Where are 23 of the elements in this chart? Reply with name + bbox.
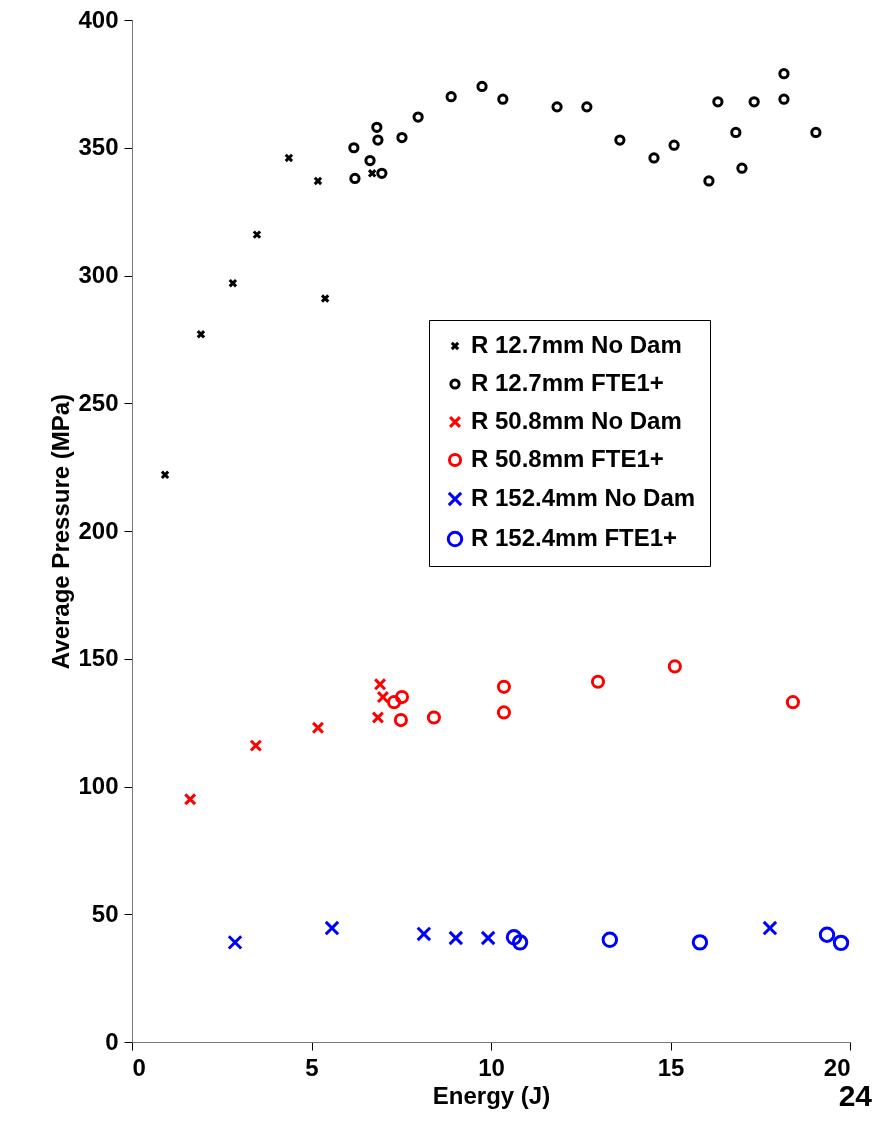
x-tick-label: 15 [657, 1053, 685, 1081]
y-tick-label: 150 [78, 644, 119, 672]
y-axis-title: Average Pressure (MPa) [47, 393, 75, 670]
x-tick-label: 20 [823, 1053, 851, 1081]
x-tick-label: 5 [305, 1053, 319, 1081]
legend-label: R 12.7mm FTE1+ [471, 369, 664, 396]
x-tick-label: 10 [478, 1053, 505, 1081]
legend-label: R 50.8mm FTE1+ [471, 445, 664, 472]
x-tick-label: 0 [132, 1053, 146, 1081]
legend-label: R 50.8mm No Dam [471, 407, 682, 434]
x-axis-title: Energy (J) [432, 1081, 551, 1109]
y-tick-label: 300 [78, 261, 119, 288]
legend-label: R 12.7mm No Dam [471, 331, 682, 358]
y-tick-label: 350 [78, 133, 119, 161]
text: 24 [838, 1079, 873, 1112]
legend-label: R 152.4mm FTE1+ [471, 524, 678, 551]
y-tick-label: 400 [78, 5, 119, 33]
y-tick-label: 50 [91, 899, 119, 927]
y-tick-label: 200 [78, 516, 119, 544]
y-tick-label: 0 [105, 1027, 119, 1055]
y-tick-label: 250 [78, 388, 119, 416]
y-tick-label: 100 [78, 772, 119, 799]
legend-label: R 152.4mm No Dam [471, 484, 696, 511]
